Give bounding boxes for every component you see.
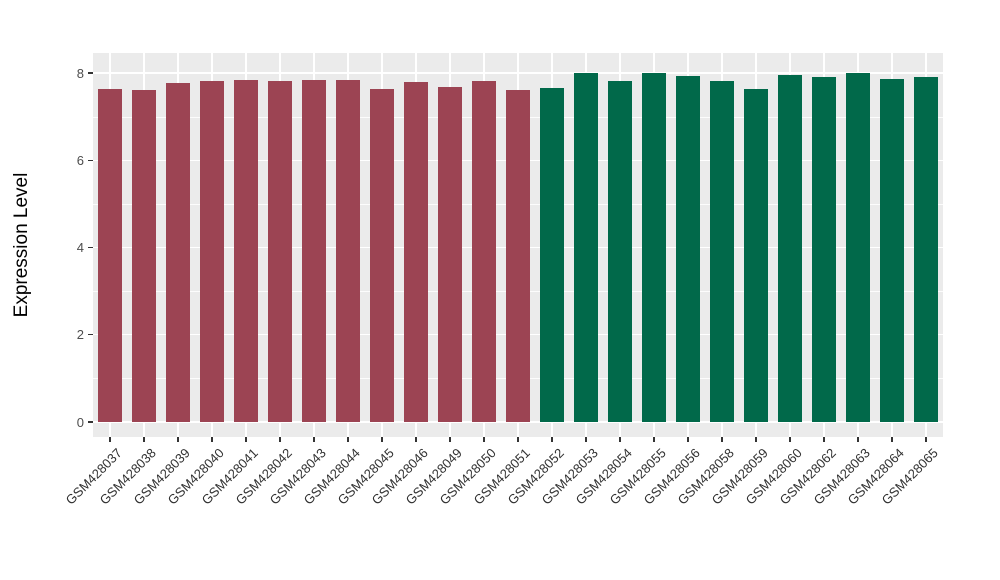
x-tick-mark <box>313 437 315 442</box>
x-tick-mark <box>857 437 859 442</box>
y-tick-label: 0 <box>76 414 84 430</box>
bar-GSM428062 <box>812 77 836 422</box>
bar-GSM428065 <box>914 76 938 422</box>
y-tick-label: 4 <box>76 240 84 255</box>
bar-GSM428050 <box>472 81 496 422</box>
bar-GSM428059 <box>744 88 768 422</box>
bar-GSM428042 <box>268 80 292 422</box>
bar-GSM428038 <box>132 90 156 422</box>
bar-GSM428051 <box>506 89 530 422</box>
x-tick-mark <box>211 437 213 442</box>
x-tick-mark <box>347 437 349 442</box>
y-tick-label: 2 <box>76 327 84 343</box>
x-tick-mark <box>381 437 383 442</box>
bar-GSM428054 <box>608 80 632 422</box>
x-tick-mark <box>687 437 689 442</box>
x-tick-mark <box>551 437 553 442</box>
bar-GSM428041 <box>234 80 258 422</box>
x-tick-mark <box>279 437 281 442</box>
bar-GSM428049 <box>438 87 462 422</box>
bar-GSM428052 <box>540 87 564 422</box>
x-tick-mark <box>109 437 111 442</box>
bar-GSM428044 <box>336 80 360 422</box>
x-tick-mark <box>449 437 451 442</box>
y-axis-title-text: Expression Level <box>11 172 32 318</box>
bar-GSM428046 <box>404 82 428 422</box>
y-tick-label: 6 <box>76 152 84 168</box>
y-tick-mark <box>88 159 93 161</box>
bar-GSM428055 <box>642 73 666 422</box>
x-tick-mark <box>891 437 893 442</box>
x-tick-mark <box>585 437 587 442</box>
bar-GSM428058 <box>710 81 734 422</box>
x-tick-mark <box>789 437 791 442</box>
x-tick-mark <box>415 437 417 442</box>
x-tick-mark <box>177 437 179 442</box>
x-tick-mark <box>619 437 621 442</box>
bar-GSM428037 <box>98 89 122 422</box>
gridline-major <box>93 421 943 423</box>
x-tick-mark <box>245 437 247 442</box>
x-tick-mark <box>653 437 655 442</box>
y-tick-mark <box>88 246 93 249</box>
gridline-major <box>93 72 943 74</box>
bar-GSM428064 <box>880 78 904 422</box>
y-tick-mark <box>88 421 93 423</box>
x-tick-mark <box>483 437 485 442</box>
bar-GSM428060 <box>778 75 802 422</box>
bar-GSM428040 <box>200 81 224 422</box>
bar-GSM428063 <box>846 73 870 422</box>
bar-GSM428045 <box>370 88 394 422</box>
y-tick-mark <box>88 334 93 336</box>
x-tick-mark <box>823 437 825 442</box>
x-tick-mark <box>925 437 927 442</box>
x-tick-mark <box>143 437 145 442</box>
plot-panel <box>93 53 943 437</box>
y-tick-label: 8 <box>76 65 84 81</box>
bar-GSM428056 <box>676 75 700 422</box>
bar-GSM428043 <box>302 80 326 422</box>
x-tick-mark <box>517 437 519 442</box>
y-tick-mark <box>88 72 93 74</box>
x-tick-mark <box>721 437 723 442</box>
x-tick-mark <box>755 437 757 442</box>
bar-GSM428053 <box>574 73 598 422</box>
bar-GSM428039 <box>166 83 190 422</box>
